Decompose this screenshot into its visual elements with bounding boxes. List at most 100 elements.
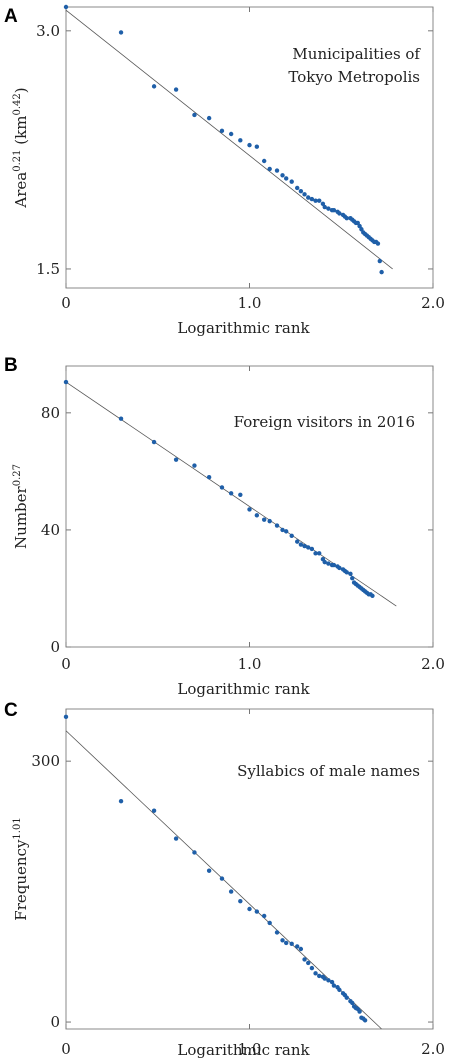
data-point: [192, 850, 197, 855]
panel-c: C 0 1.0 2.0 0 300 Syllabics of male names Logar…: [4, 700, 445, 1058]
data-point: [320, 201, 326, 207]
data-point: [206, 475, 212, 480]
data-point: [63, 714, 69, 720]
data-point: [317, 551, 322, 556]
data-point: [284, 940, 289, 946]
x-tick-label: 0: [61, 294, 71, 312]
x-tick-label: 2.0: [421, 294, 445, 312]
data-point: [247, 142, 252, 148]
data-point: [370, 593, 375, 598]
data-point: [261, 158, 267, 164]
data-point: [302, 192, 307, 197]
data-point: [63, 379, 69, 385]
data-point: [192, 463, 197, 468]
y-axis-label: Number0.27: [12, 464, 30, 549]
data-point: [192, 112, 197, 118]
data-point: [238, 492, 243, 497]
data-point: [151, 808, 157, 813]
data-point: [298, 188, 304, 194]
plot-frame: [65, 708, 434, 1030]
fit-line: [65, 9, 393, 270]
data-point: [63, 4, 69, 10]
panel-annotation: Syllabics of male names: [237, 762, 420, 780]
data-point: [313, 551, 318, 556]
data-point: [228, 889, 234, 894]
panel-annotation: Municipalities of: [292, 45, 421, 63]
x-tick-label: 1.0: [238, 1040, 262, 1058]
data-point: [298, 542, 304, 547]
data-point: [326, 978, 331, 983]
data-point: [173, 836, 179, 841]
data-point: [228, 491, 234, 496]
y-tick-label: 0: [50, 638, 60, 656]
data-point: [267, 518, 272, 524]
data-point: [219, 876, 225, 881]
panel-a: A 0 1.0 2.0 1.5 3.0 Municipalities of Tokyo Met…: [4, 4, 445, 337]
data-point: [379, 269, 384, 275]
x-tick-label: 2.0: [421, 1040, 445, 1058]
data-point: [254, 513, 260, 518]
panel-letter: A: [4, 6, 18, 27]
data-point: [322, 559, 327, 565]
y-tick-label: 300: [31, 752, 60, 770]
data-point: [322, 204, 327, 210]
data-point: [151, 84, 157, 89]
data-point: [118, 416, 124, 421]
data-point: [337, 211, 342, 216]
data-point: [344, 995, 349, 1000]
data-point: [206, 115, 212, 121]
panel-b: B 0 1.0 2.0 0 40 80 Foreign visitors in 2016 Log…: [4, 355, 445, 698]
data-point: [326, 561, 331, 566]
data-point: [355, 220, 360, 226]
data-point: [118, 30, 124, 35]
data-point: [302, 957, 307, 962]
data-point: [309, 965, 315, 971]
data-point: [228, 131, 234, 137]
data-point: [306, 195, 311, 200]
data-point: [348, 571, 353, 577]
data-point: [254, 909, 260, 914]
data-point: [261, 517, 267, 522]
data-point: [344, 215, 349, 221]
data-point: [337, 565, 342, 571]
x-tick-label: 2.0: [421, 655, 445, 673]
data-point: [317, 198, 322, 203]
y-tick-label: 1.5: [36, 260, 60, 278]
data-point: [344, 570, 349, 575]
data-point: [118, 798, 124, 804]
data-point: [313, 198, 318, 203]
data-point: [295, 539, 300, 544]
data-point: [151, 439, 157, 445]
data-point: [375, 241, 381, 246]
data-point: [247, 906, 252, 912]
panel-letter: B: [4, 355, 18, 376]
data-point: [274, 168, 280, 173]
data-point: [267, 166, 272, 172]
data-point: [206, 868, 212, 873]
data-point: [357, 1009, 362, 1014]
data-point: [284, 529, 289, 534]
data-point: [267, 920, 272, 926]
data-point: [247, 507, 252, 512]
x-axis-label: Logarithmic rank: [177, 319, 310, 337]
data-point: [274, 930, 280, 935]
data-point: [350, 1000, 355, 1006]
data-point: [219, 128, 225, 134]
data-point: [298, 946, 304, 952]
data-point: [326, 206, 331, 211]
data-point: [219, 485, 225, 490]
data-point: [331, 562, 337, 568]
data-point: [357, 223, 362, 229]
data-point: [313, 971, 318, 976]
data-point: [284, 176, 289, 181]
data-point: [173, 87, 179, 92]
data-point: [289, 941, 294, 946]
y-axis-label: Area0.21 (km0.42): [12, 87, 30, 208]
data-point: [322, 976, 327, 981]
data-point: [306, 960, 311, 966]
x-tick-label: 1.0: [238, 294, 262, 312]
y-tick-label: 0: [50, 1013, 60, 1031]
data-point: [309, 546, 315, 552]
data-point: [173, 457, 179, 462]
